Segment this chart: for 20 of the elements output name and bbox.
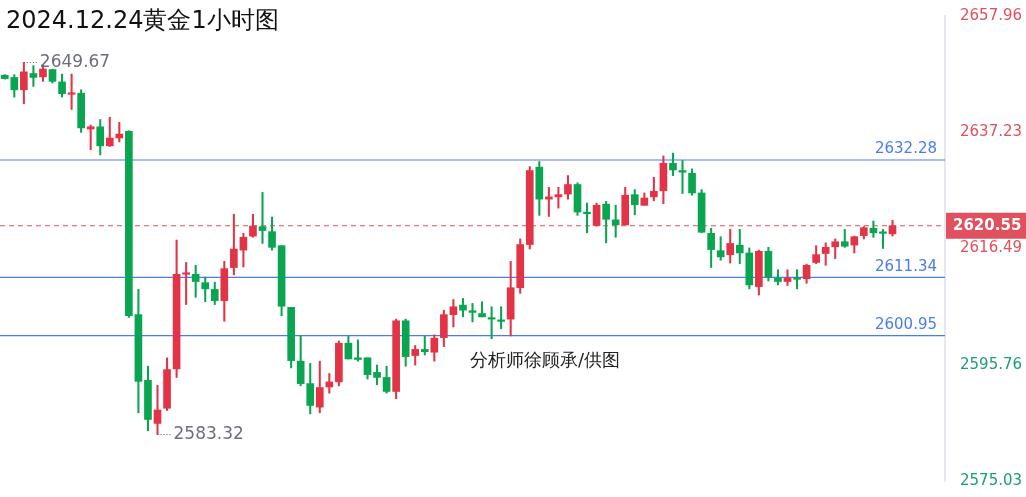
candlestick — [153, 384, 162, 435]
y-tick-label: 2595.76 — [960, 354, 1023, 373]
candlestick — [678, 160, 687, 194]
chart-title: 2024.12.24黄金1小时图 — [6, 5, 279, 36]
candlestick — [497, 306, 505, 329]
annotation: 2649.67 — [39, 50, 111, 71]
y-tick-label: 2616.49 — [960, 238, 1023, 257]
ref-line-label: 2600.95 — [874, 315, 937, 334]
candlestick — [182, 262, 190, 305]
y-tick-label: 2657.96 — [960, 5, 1023, 24]
annotation: 2583.32 — [173, 422, 244, 443]
candlestick — [468, 303, 477, 323]
ref-line-label: 2620.55 — [953, 215, 1022, 234]
candlestick — [783, 269, 792, 286]
y-tick-label: 2637.23 — [960, 122, 1023, 141]
candlestick — [258, 192, 267, 244]
y-tick-label: 2575.03 — [960, 470, 1023, 489]
ref-line-label: 2632.28 — [874, 139, 937, 158]
annotation: 分析师徐顾承/供图 — [470, 348, 621, 372]
ref-line-label: 2611.34 — [874, 256, 937, 275]
